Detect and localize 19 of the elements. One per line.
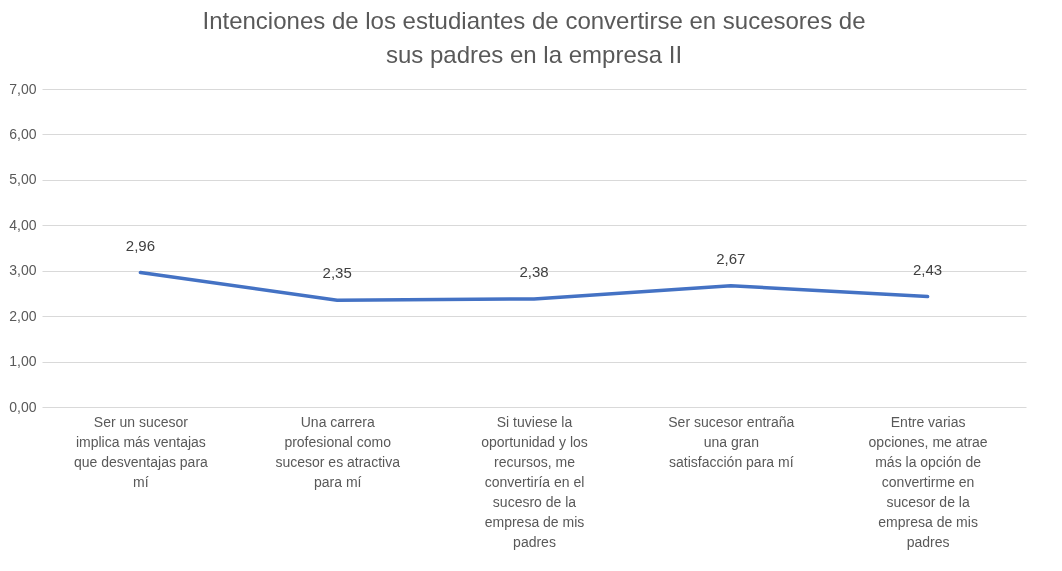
x-tick-label: Ser sucesor entraña una gran satisfacción para mí [668,413,795,470]
data-label: 2,35 [322,264,352,282]
x-tick-label: Ser un sucesor implica más ventajas que desventajas para mí [73,413,209,490]
data-label: 2,43 [913,260,943,278]
chart-title: Intenciones de los estudiantes de convertirse en sucesores de sus padres en la empresa II [202,7,866,68]
y-tick-label: 2,00 [9,307,37,324]
y-tick-label: 7,00 [9,80,37,97]
x-tick-label: Una carrera profesional como sucesor es atractiva para mí [275,413,401,490]
x-tick-label: Si tuviese la oportunidad y los recursos, me convertiría en el sucesro de la empresa de mis padres [481,413,588,550]
data-label: 2,38 [519,262,549,280]
y-tick-label: 3,00 [9,262,37,279]
y-tick-label: 5,00 [9,171,37,188]
y-tick-label: 0,00 [9,398,37,415]
x-tick-label: Entre varias opciones, me atrae más la opción de convertirme en sucesor de la empresa de mis padres [868,413,988,550]
data-label: 2,96 [125,236,155,254]
y-tick-label: 4,00 [9,216,37,233]
data-label: 2,67 [716,249,746,267]
y-tick-label: 6,00 [9,125,37,142]
y-tick-label: 1,00 [9,353,37,370]
